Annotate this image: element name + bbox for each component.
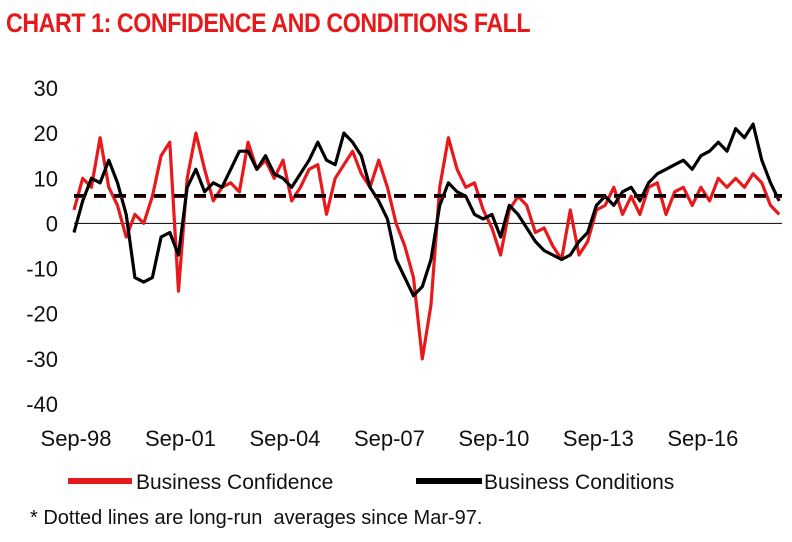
series-lines — [72, 122, 781, 361]
x-tick-label: Sep-01 — [145, 426, 216, 451]
footnote: * Dotted lines are long-run averages sin… — [30, 507, 483, 529]
y-tick-label: 10 — [34, 166, 58, 191]
y-tick-label: -20 — [26, 302, 58, 327]
legend: Business Confidence Business Conditions — [68, 471, 674, 494]
y-tick-label: 0 — [46, 211, 58, 236]
series-line-confidence — [72, 131, 781, 361]
legend-label-confidence: Business Confidence — [136, 471, 333, 494]
x-tick-label: Sep-04 — [249, 426, 320, 451]
x-axis-ticks: Sep-98 Sep-01 Sep-04 Sep-07 Sep-10 Sep-13 Sep-… — [41, 426, 739, 451]
y-tick-label: -10 — [26, 257, 58, 282]
y-tick-label: 30 — [34, 76, 58, 101]
x-tick-label: Sep-98 — [41, 426, 112, 451]
y-axis-ticks: 30 20 10 0 -10 -20 -30 -40 — [26, 76, 58, 417]
legend-label-conditions: Business Conditions — [484, 471, 674, 494]
x-tick-label: Sep-07 — [354, 426, 425, 451]
average-lines — [74, 194, 782, 199]
chart-title: CHART 1: CONFIDENCE AND CONDITIONS FALL — [6, 8, 531, 38]
series-line-conditions — [72, 122, 781, 298]
y-tick-label: 20 — [34, 121, 58, 146]
x-tick-label: Sep-13 — [563, 426, 634, 451]
x-tick-label: Sep-16 — [667, 426, 738, 451]
y-tick-label: -30 — [26, 347, 58, 372]
y-tick-label: -40 — [26, 392, 58, 417]
x-tick-label: Sep-10 — [458, 426, 529, 451]
